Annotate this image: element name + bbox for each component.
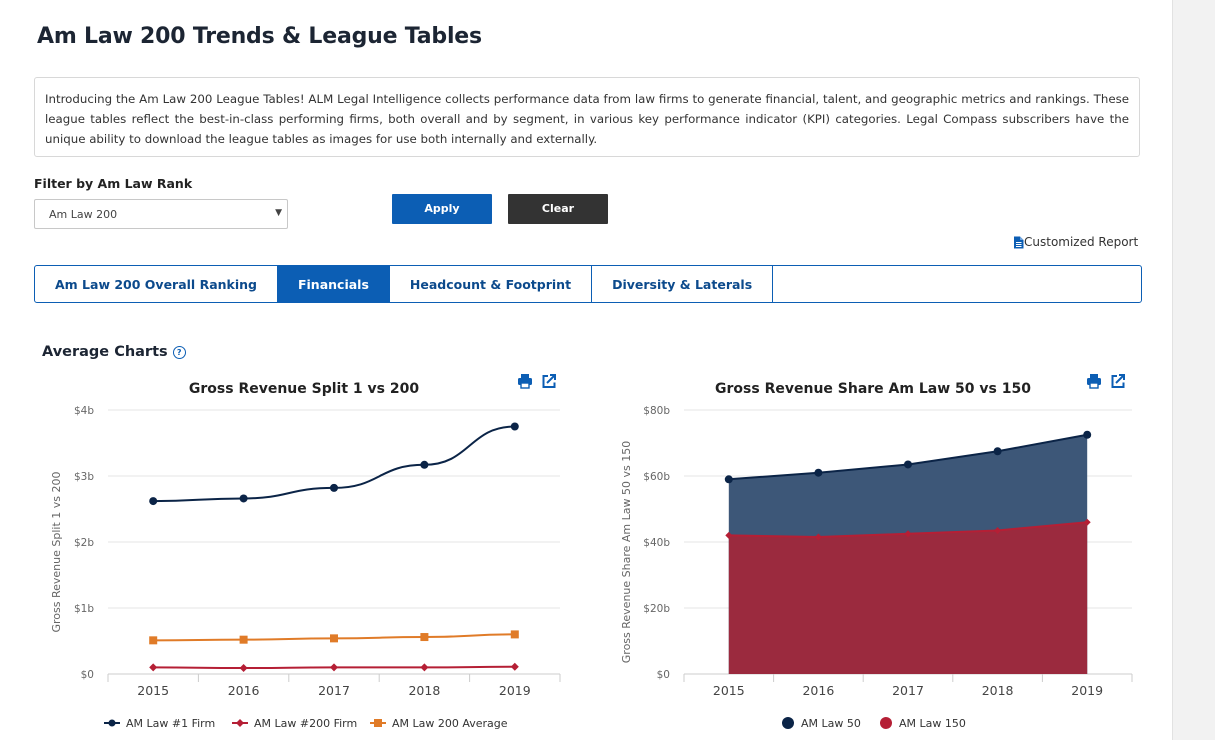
share-icon-arrow [546, 374, 556, 384]
data-point [510, 630, 519, 639]
data-point [330, 483, 338, 492]
print-icon-top [1090, 374, 1098, 378]
tab-diversity-laterals[interactable]: Diversity & Laterals [592, 266, 774, 302]
data-point [510, 662, 519, 671]
legend-marker [374, 719, 382, 727]
x-tick-label: 2017 [318, 683, 350, 698]
data-point [904, 530, 912, 538]
filter-label: Filter by Am Law Rank [34, 176, 193, 191]
data-point [239, 664, 248, 673]
legend-label: AM Law 150 [899, 717, 966, 730]
data-point [814, 468, 823, 477]
tab-bar: Am Law 200 Overall Ranking Financials He… [34, 265, 1142, 303]
print-icon-paper [520, 382, 530, 389]
y-tick-label: $80b [643, 405, 670, 417]
data-point [725, 531, 733, 539]
y-axis-label: Gross Revenue Split 1 vs 200 [50, 471, 63, 632]
customized-report-label: Customized Report [1024, 235, 1139, 249]
series-area [728, 522, 1088, 674]
tab-financials[interactable]: Financials [277, 266, 390, 302]
page-container: Am Law 200 Trends & League Tables Introd… [0, 0, 1173, 740]
y-tick-label: $60b [643, 471, 670, 483]
tab-headcount-footprint[interactable]: Headcount & Footprint [390, 266, 593, 302]
y-axis-label: Gross Revenue Share Am Law 50 vs 150 [620, 441, 633, 663]
x-tick-label: 2016 [228, 683, 260, 698]
am-law-rank-select[interactable]: Am Law 200 ▼ [34, 199, 288, 229]
share-icon-box [1111, 375, 1125, 388]
data-point [1083, 430, 1092, 439]
data-point [814, 533, 822, 541]
y-tick-label: $3b [74, 471, 94, 483]
data-point [330, 663, 338, 672]
x-tick-label: 2015 [713, 683, 745, 698]
legend-label: AM Law 200 Average [392, 717, 508, 730]
y-tick-label: $2b [74, 537, 94, 549]
chart-revenue-share-svg: Gross Revenue Share Am Law 50 vs 150 $0 $2… [620, 374, 1133, 730]
data-point [724, 475, 733, 484]
print-icon[interactable] [518, 374, 532, 389]
share-icon[interactable] [1111, 374, 1125, 388]
x-tick-label: 2016 [802, 683, 834, 698]
print-icon[interactable] [1087, 374, 1101, 389]
data-point [330, 634, 338, 643]
x-tick-label: 2017 [892, 683, 924, 698]
share-icon[interactable] [542, 374, 556, 388]
y-tick-label: $0 [657, 669, 670, 681]
data-point [993, 447, 1002, 456]
average-charts-title: Average Charts [42, 344, 168, 360]
document-icon [1014, 236, 1024, 248]
print-icon-paper [1089, 382, 1099, 389]
legend-marker [782, 717, 794, 729]
legend-marker [236, 719, 244, 727]
y-tick-label: $20b [643, 603, 670, 615]
question-circle-icon[interactable]: ? [172, 345, 186, 359]
data-point [239, 494, 248, 503]
x-tick-label: 2018 [408, 683, 440, 698]
data-point [149, 497, 158, 506]
data-point [239, 635, 248, 644]
y-tick-label: $4b [74, 405, 94, 417]
data-point [1083, 518, 1091, 526]
intro-text: Introducing the Am Law 200 League Tables… [34, 77, 1140, 157]
data-point [420, 663, 429, 672]
chart-revenue-split: Gross Revenue Split 1 vs 200 $0 $1b $2b $3b $… [40, 368, 580, 740]
chart-title: Gross Revenue Split 1 vs 200 [189, 381, 419, 397]
y-tick-label: $1b [74, 603, 94, 615]
x-tick-label: 2015 [137, 683, 169, 698]
data-point [420, 633, 429, 642]
data-point [420, 460, 429, 469]
tab-overall-ranking[interactable]: Am Law 200 Overall Ranking [35, 266, 278, 302]
data-point [149, 663, 158, 672]
legend-label: AM Law #1 Firm [126, 717, 215, 730]
apply-button[interactable]: Apply [392, 194, 492, 224]
data-point [994, 526, 1002, 534]
legend-label: AM Law 50 [801, 717, 861, 730]
legend-marker [880, 717, 892, 729]
select-value: Am Law 200 [49, 208, 118, 221]
average-charts-heading: Average Charts ? [42, 344, 186, 360]
data-point [510, 422, 519, 431]
legend-marker [108, 719, 116, 727]
chevron-down-icon: ▼ [275, 208, 282, 218]
y-tick-label: $0 [81, 669, 94, 681]
data-point [149, 636, 158, 645]
x-tick-label: 2019 [499, 683, 531, 698]
page-title: Am Law 200 Trends & League Tables [37, 24, 482, 49]
chart-title: Gross Revenue Share Am Law 50 vs 150 [715, 381, 1031, 397]
x-tick-label: 2019 [1071, 683, 1103, 698]
y-tick-label: $40b [643, 537, 670, 549]
chart-revenue-share: Gross Revenue Share Am Law 50 vs 150 $0 $2… [610, 368, 1150, 740]
share-icon-box [542, 375, 556, 388]
x-tick-label: 2018 [982, 683, 1014, 698]
clear-button[interactable]: Clear [508, 194, 608, 224]
chart-revenue-split-svg: Gross Revenue Split 1 vs 200 $0 $1b $2b $3b $… [50, 374, 561, 730]
legend-label: AM Law #200 Firm [254, 717, 357, 730]
share-icon-arrow [1115, 374, 1125, 384]
customized-report-link[interactable]: Customized Report [1013, 235, 1138, 249]
data-point [904, 460, 912, 469]
print-icon-top [521, 374, 529, 378]
